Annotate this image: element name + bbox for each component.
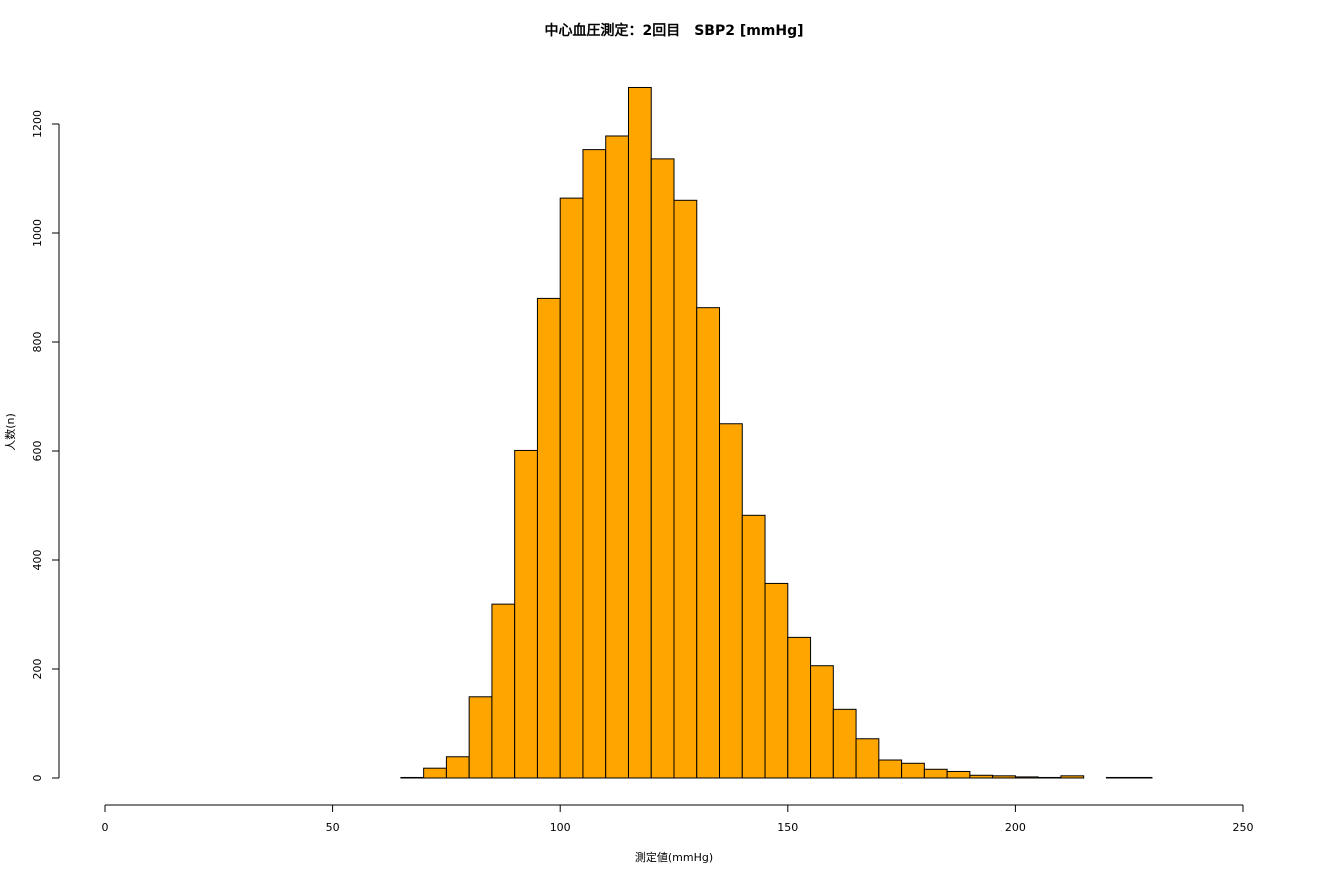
x-axis-label: 測定値(mmHg) (635, 850, 713, 864)
histogram-bar-160-165 (832, 708, 857, 779)
histogram-bar-205-210 (1037, 776, 1062, 779)
y-axis-label: 人数(n) (4, 413, 17, 451)
histogram-bar-190-195 (969, 774, 994, 779)
histogram-bar-75-80 (445, 756, 470, 779)
histogram-bar-80-85 (468, 696, 493, 779)
y-tick-label: 1000 (31, 219, 44, 247)
histogram-bar-180-185 (923, 768, 948, 779)
x-tick-label: 150 (777, 821, 798, 834)
histogram-bar-200-205 (1014, 776, 1039, 779)
x-tick-label: 50 (326, 821, 340, 834)
histogram-bar-120-125 (650, 158, 675, 779)
histogram-bar-70-75 (423, 767, 447, 779)
histogram-bar-115-120 (627, 86, 652, 779)
histogram-bar-150-155 (787, 636, 812, 779)
y-tick-label: 200 (31, 659, 44, 680)
histogram-bar-175-180 (901, 762, 925, 779)
histogram-bar-195-200 (992, 775, 1016, 779)
x-tick-label: 100 (550, 821, 571, 834)
histogram-bar-145-150 (764, 582, 789, 779)
histogram-bar-100-105 (559, 197, 584, 779)
histogram-bar-90-95 (514, 449, 538, 779)
histogram-bars (400, 86, 1153, 779)
histogram-bar-165-170 (855, 738, 880, 779)
histogram-bar-65-70 (400, 776, 425, 779)
histogram-bar-85-90 (491, 603, 516, 779)
histogram-bar-170-175 (878, 759, 903, 779)
histogram-bar-220-225 (1105, 776, 1130, 779)
y-tick-label: 400 (31, 550, 44, 571)
x-tick-label: 200 (1005, 821, 1026, 834)
histogram-bar-95-100 (536, 297, 561, 779)
x-axis: 0 50 100 150 200 250 (102, 804, 1254, 834)
x-tick-label: 0 (102, 821, 109, 834)
histogram-bar-155-160 (810, 665, 834, 779)
histogram-bar-105-110 (582, 149, 607, 779)
y-tick-label: 0 (31, 775, 44, 782)
y-tick-label: 600 (31, 441, 44, 462)
histogram-bar-110-115 (605, 135, 629, 779)
x-tick-label: 250 (1233, 821, 1254, 834)
histogram-bar-140-145 (741, 514, 766, 779)
histogram-bar-185-190 (946, 770, 971, 779)
histogram-bar-225-230 (1128, 776, 1153, 779)
histogram-bar-210-215 (1060, 775, 1085, 779)
histogram-bar-135-140 (719, 423, 743, 779)
chart-title: 中心血圧測定：2回目 SBP2 [mmHg] (544, 22, 803, 39)
y-tick-label: 800 (31, 332, 44, 353)
y-tick-label: 1200 (31, 110, 44, 138)
y-axis: 0 200 400 600 800 1000 1200 (31, 110, 60, 782)
histogram-bar-130-135 (696, 307, 721, 779)
histogram-bar-125-130 (673, 199, 698, 779)
